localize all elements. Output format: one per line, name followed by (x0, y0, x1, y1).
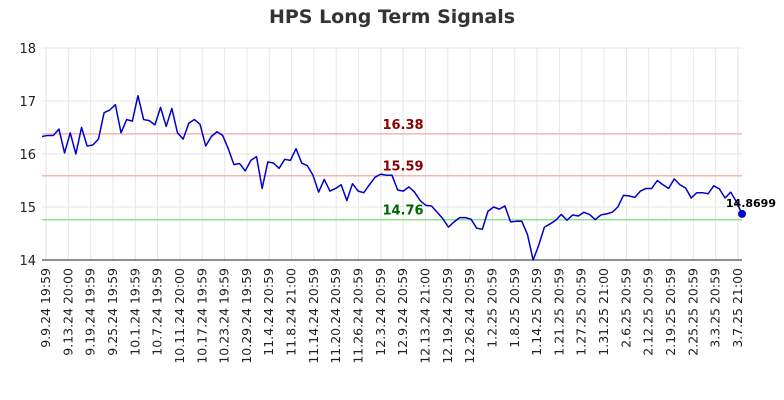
y-tick-label: 16 (19, 148, 36, 163)
chart-labels: 16.38 15.59 14.76 14.8699 (382, 118, 776, 219)
price-series (41, 94, 746, 261)
x-tick-label: 11.8.24 21:00 (284, 268, 299, 356)
last-value-label: 14.8699 (726, 197, 776, 210)
x-tick-label: 9.25.24 19:59 (105, 268, 120, 356)
x-tick-label: 12.19.24 20:59 (440, 268, 455, 364)
x-tick-label: 12.3.24 20:59 (373, 268, 388, 356)
x-tick-label: 9.9.24 19:59 (38, 268, 53, 348)
signal-level-label: 14.76 (382, 204, 423, 219)
chart-title: HPS Long Term Signals (268, 6, 516, 28)
y-tick-label: 17 (19, 95, 36, 110)
x-tick-label: 3.7.25 21:00 (730, 268, 745, 348)
x-tick-label: 1.21.25 20:59 (551, 268, 566, 356)
x-tick-label: 11.20.24 20:59 (328, 268, 343, 364)
x-tick-label: 11.14.24 20:59 (306, 268, 321, 364)
x-tick-label: 2.25.25 20:59 (685, 268, 700, 356)
x-tick-label: 11.4.24 20:59 (261, 268, 276, 356)
price-line (41, 94, 743, 261)
x-tick-label: 10.7.24 19:59 (150, 268, 165, 356)
x-tick-label: 10.11.24 20:00 (172, 268, 187, 364)
x-tick-label: 11.26.24 20:59 (351, 268, 366, 364)
x-tick-label: 1.31.25 21:00 (596, 268, 611, 356)
x-tick-label: 9.19.24 19:59 (83, 268, 98, 356)
axes: 14 15 16 17 18 9.9.24 19:59 9.13.24 20:00 9.19.… (19, 42, 745, 364)
x-tick-label: 1.8.25 20:59 (507, 268, 522, 348)
last-point-marker (738, 209, 746, 218)
x-tick-label: 10.1.24 19:59 (127, 268, 142, 356)
x-tick-label: 1.27.25 20:59 (574, 268, 589, 356)
x-tick-label: 2.6.25 20:59 (618, 268, 633, 348)
x-tick-label: 12.9.24 20:59 (395, 268, 410, 356)
x-tick-label: 10.17.24 19:59 (194, 268, 209, 364)
x-tick-label: 10.29.24 19:59 (239, 268, 254, 364)
signal-level-label: 15.59 (382, 160, 423, 175)
x-tick-label: 9.13.24 20:00 (60, 268, 75, 356)
signal-level-label: 16.38 (382, 118, 423, 133)
y-tick-label: 15 (19, 201, 36, 216)
x-tick-label: 1.2.25 20:59 (484, 268, 499, 348)
x-tick-label: 1.14.25 20:59 (529, 268, 544, 356)
x-tick-label: 12.26.24 20:59 (462, 268, 477, 364)
grid-layer (42, 47, 742, 261)
y-tick-label: 18 (19, 42, 36, 57)
x-tick-label: 3.3.25 20:59 (708, 268, 723, 348)
x-tick-label: 10.23.24 19:59 (217, 268, 232, 364)
x-tick-label: 2.19.25 20:59 (663, 268, 678, 356)
y-tick-label: 14 (19, 254, 36, 269)
x-tick-label: 12.13.24 21:00 (417, 268, 432, 364)
x-tick-label: 2.12.25 20:59 (641, 268, 656, 356)
